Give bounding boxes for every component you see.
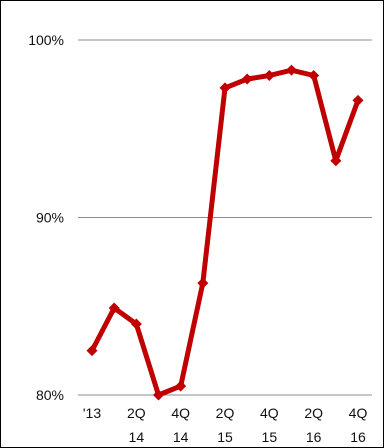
data-point: [352, 94, 364, 106]
x-tick-label: 2Q: [216, 405, 235, 421]
y-tick-label: 90%: [36, 210, 64, 226]
x-tick-label: 2Q: [304, 405, 323, 421]
x-tick-label: 2Q: [127, 405, 146, 421]
x-tick-label: 4Q: [349, 405, 368, 421]
data-point: [263, 70, 275, 81]
y-axis-labels: 80% 90% 100%: [28, 32, 64, 403]
grid-lines: [78, 39, 372, 396]
x-tick-label: 16: [306, 429, 322, 445]
x-tick-label: '13: [83, 405, 101, 421]
x-tick-label: 14: [173, 429, 189, 445]
x-tick-label: 15: [217, 429, 233, 445]
x-tick-label: 4Q: [171, 405, 190, 421]
data-point: [330, 155, 342, 167]
data-point: [86, 345, 98, 357]
data-point: [219, 82, 231, 94]
data-point: [130, 318, 142, 330]
data-point: [153, 389, 164, 401]
x-tick-label: 14: [129, 429, 145, 445]
data-point: [286, 64, 297, 76]
data-series: [86, 64, 364, 401]
data-point: [108, 302, 120, 314]
x-tick-label: 4Q: [260, 405, 279, 421]
x-axis-labels: '13 2Q 14 4Q 14 2Q 15 4Q 15 2Q 16 4Q 16: [83, 405, 368, 445]
data-point: [308, 70, 320, 81]
y-tick-label: 80%: [36, 387, 64, 403]
x-tick-label: 15: [262, 429, 278, 445]
data-point: [241, 73, 253, 85]
y-tick-label: 100%: [28, 32, 64, 48]
x-tick-label: 16: [350, 429, 366, 445]
series-line-0: [89, 67, 361, 398]
data-point: [197, 277, 209, 289]
data-point: [175, 380, 187, 392]
